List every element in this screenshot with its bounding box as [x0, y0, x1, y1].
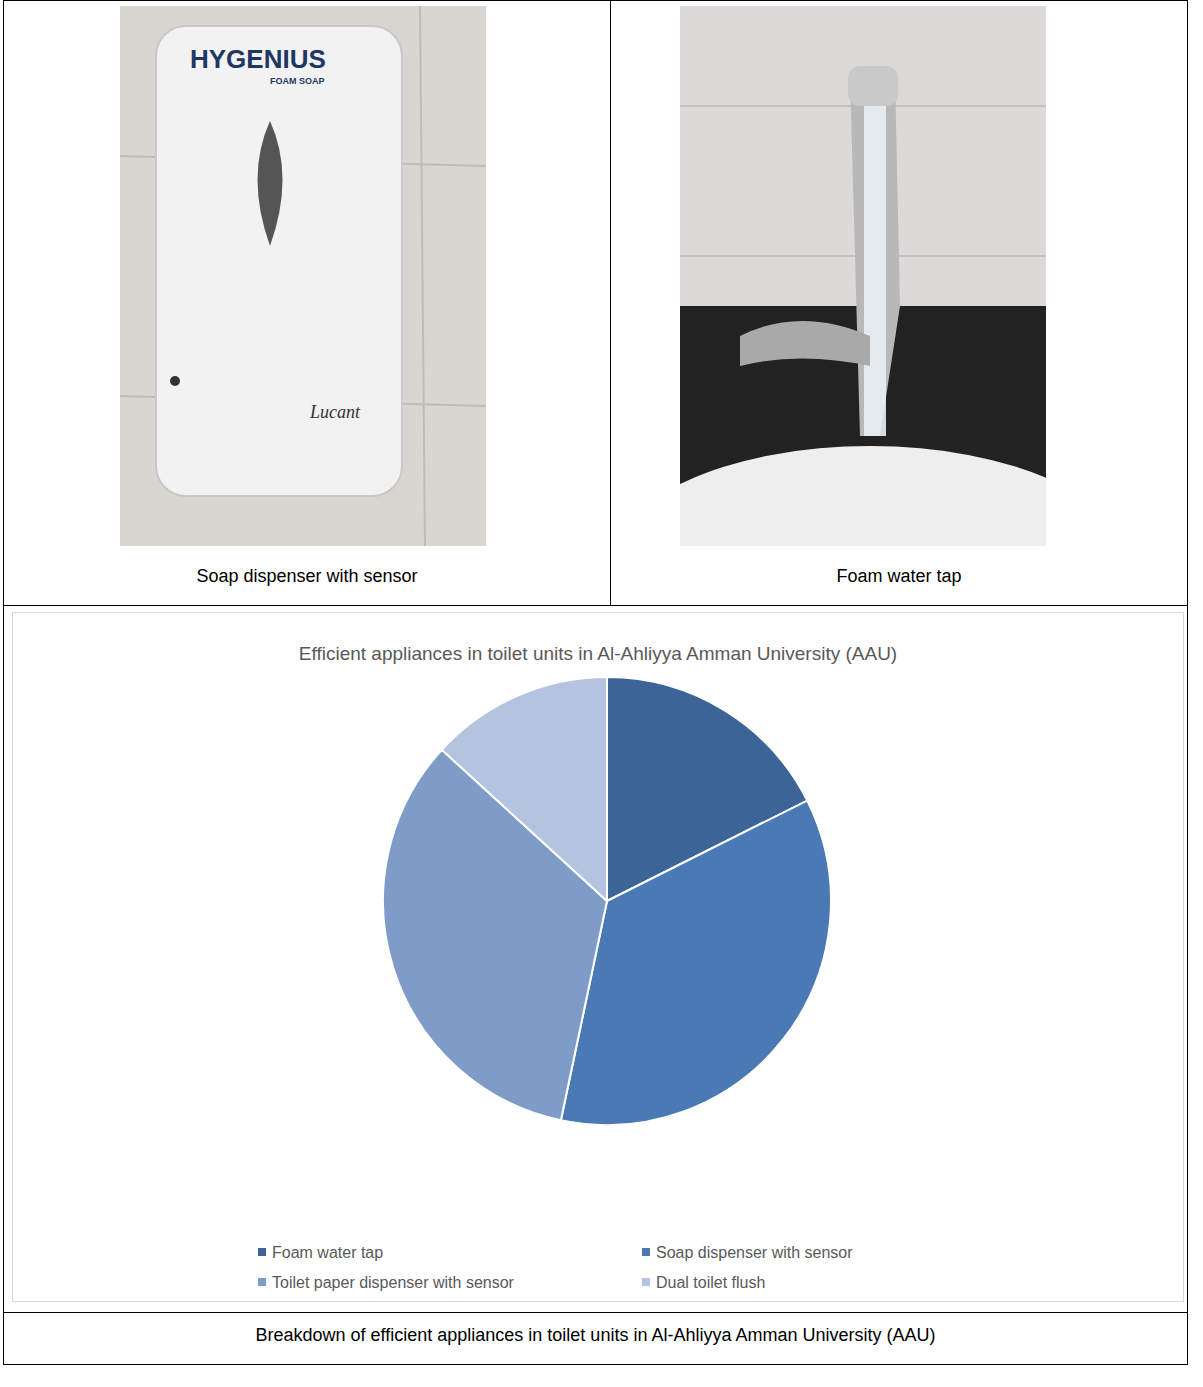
svg-text:Dual toilet flush: Dual toilet flush — [656, 1274, 765, 1291]
html-text:Soap dispenser with sensor: Soap dispenser with sensor — [196, 566, 418, 586]
svg-text:Lucant: Lucant — [309, 402, 361, 422]
svg-text:Toilet paper dispenser with se: Toilet paper dispenser with sensor — [272, 1274, 515, 1291]
svg-text:HYGENIUS: HYGENIUS — [190, 44, 326, 74]
svg-text:Soap dispenser with sensor: Soap dispenser with sensor — [656, 1244, 853, 1261]
svg-text:FOAM SOAP: FOAM SOAP — [270, 76, 325, 86]
html-text:Breakdown of efficient applian: Breakdown of efficient appliances in toi… — [255, 1325, 936, 1345]
svg-text:Foam water tap: Foam water tap — [272, 1244, 383, 1261]
svg-text:Efficient appliances in toilet: Efficient appliances in toilet units in … — [299, 643, 897, 664]
html-text:Foam water tap: Foam water tap — [836, 566, 962, 586]
